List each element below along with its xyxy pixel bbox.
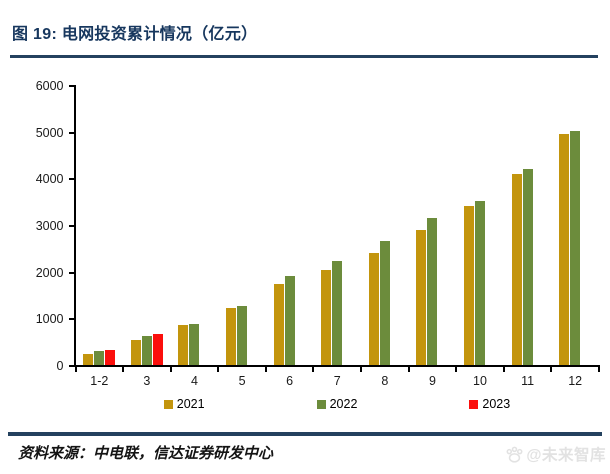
y-axis-label: 2000 (35, 265, 64, 280)
bar-2023-3 (152, 333, 163, 365)
legend-label-2021: 2021 (176, 397, 205, 411)
legend-item-2023: 2023 (469, 397, 510, 411)
x-axis-tick (217, 367, 220, 372)
x-axis-tick (360, 367, 363, 372)
y-axis-tick (68, 271, 75, 274)
y-axis-label: 6000 (35, 79, 64, 93)
x-axis-tick (169, 367, 172, 372)
bar-2022-6 (284, 276, 295, 365)
bar-2021-1-2 (83, 354, 94, 365)
bar-2021-5 (226, 307, 237, 365)
y-axis-line (74, 85, 76, 367)
y-axis-tick (68, 318, 75, 321)
bar-2021-8 (368, 252, 379, 365)
bar-2022-3 (141, 336, 152, 365)
x-axis-label: 6 (286, 374, 294, 388)
bottom-divider (8, 432, 602, 436)
x-axis-label: 1-2 (90, 374, 109, 388)
y-axis-tick (68, 131, 75, 134)
y-axis-label: 3000 (35, 219, 64, 233)
bar-2021-7 (321, 270, 332, 365)
top-divider (10, 55, 598, 58)
x-axis-tick (502, 367, 505, 372)
bar-2022-12 (570, 131, 581, 365)
y-axis-label: 0 (56, 359, 64, 373)
x-axis-line (74, 365, 600, 367)
y-axis-tick (68, 225, 75, 227)
source-note: 资料来源：中电联，信达证券研发中心 (18, 446, 274, 462)
bar-2022-4 (189, 323, 200, 365)
watermark: @未来智库 (505, 443, 606, 465)
x-axis-tick (122, 367, 125, 372)
bar-2022-10 (475, 201, 486, 365)
x-axis-tick (598, 367, 600, 372)
legend-label-2022: 2022 (329, 397, 358, 411)
x-axis-label: 5 (238, 374, 246, 388)
y-axis-label: 4000 (35, 172, 64, 187)
y-axis-tick (68, 178, 75, 181)
x-axis-tick (407, 367, 410, 372)
bar-2021-10 (464, 205, 475, 365)
bar-2022-8 (379, 240, 390, 365)
bar-2022-5 (237, 306, 248, 365)
bar-2022-11 (522, 168, 533, 365)
chart-legend: 2021 2022 2023 (75, 397, 599, 411)
x-axis-tick (264, 367, 267, 372)
x-axis-label: 7 (333, 374, 341, 388)
bar-2022-7 (332, 260, 343, 365)
x-axis-label: 12 (568, 374, 583, 388)
x-axis-label: 4 (190, 374, 198, 388)
bar-2022-9 (427, 217, 438, 365)
bar-2021-4 (178, 325, 189, 365)
bar-2021-3 (130, 339, 141, 365)
x-axis-label: 3 (143, 374, 151, 388)
legend-label-2023: 2023 (482, 397, 511, 411)
watermark-text: @未来智库 (526, 447, 606, 464)
x-axis-label: 8 (381, 374, 389, 388)
legend-item-2021: 2021 (163, 397, 205, 411)
bar-2022-1-2 (94, 351, 105, 365)
x-axis-tick (550, 367, 553, 372)
bar-2021-12 (559, 133, 570, 365)
paw-icon (506, 446, 523, 463)
bar-2021-11 (511, 173, 522, 365)
x-axis-tick (312, 367, 315, 372)
figure-title: 图 19: 电网投资累计情况（亿元） (12, 26, 258, 43)
legend-swatch-2022 (316, 399, 326, 409)
x-axis-tick (74, 367, 77, 372)
bar-2021-9 (416, 230, 427, 365)
x-axis-label: 9 (428, 374, 436, 388)
y-axis-tick (68, 85, 75, 87)
y-axis-tick (68, 365, 75, 367)
x-axis-label: 10 (473, 374, 487, 388)
y-axis-label: 1000 (35, 312, 64, 327)
x-axis-tick (455, 367, 458, 372)
legend-swatch-2023 (469, 399, 479, 409)
bar-2023-1-2 (105, 350, 116, 365)
bar-2021-6 (273, 284, 284, 365)
legend-swatch-2021 (163, 399, 173, 409)
legend-item-2022: 2022 (316, 397, 358, 411)
x-axis-label: 11 (521, 374, 535, 388)
y-axis-label: 5000 (35, 125, 64, 140)
